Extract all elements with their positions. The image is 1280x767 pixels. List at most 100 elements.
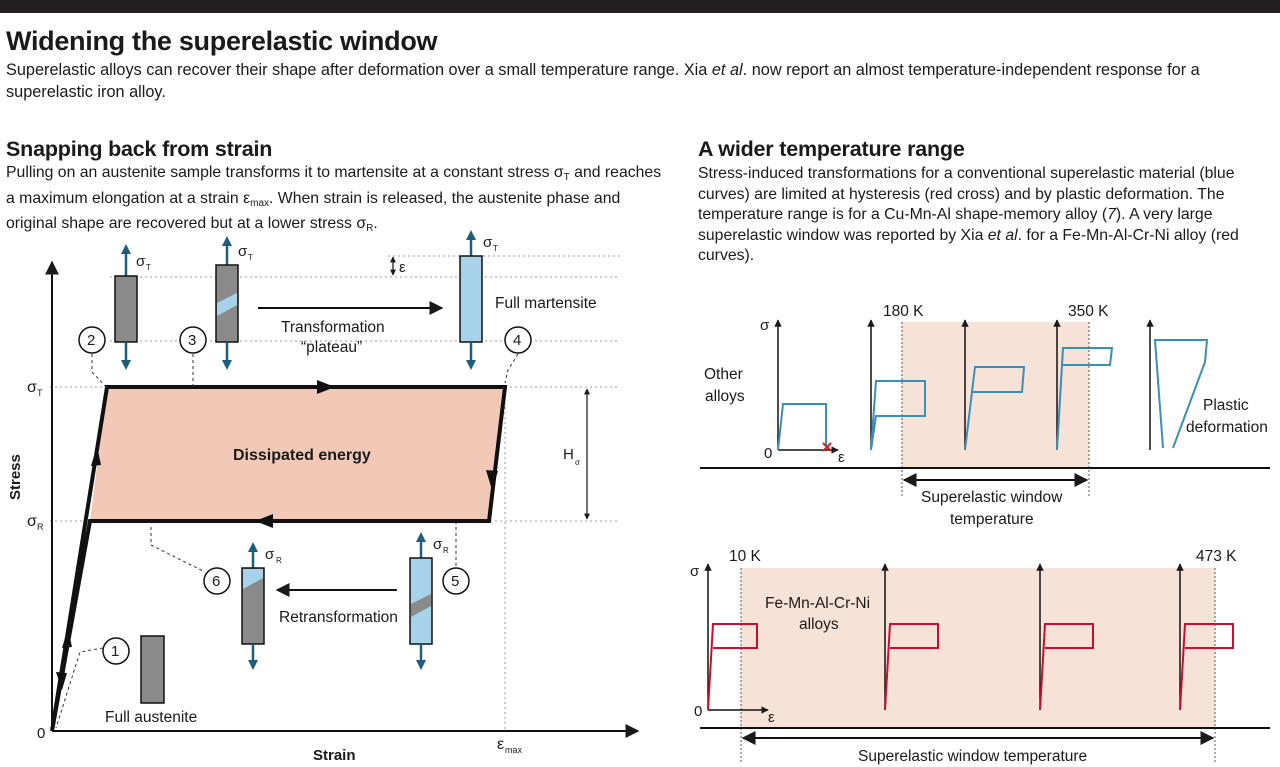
hysteresis-glyph: H xyxy=(563,446,574,463)
specimen-3-mixed: σ T xyxy=(215,236,253,370)
mini-plot-fe-2 xyxy=(881,563,939,711)
step-4-marker: 4 xyxy=(504,326,532,354)
window-label-top-2: temperature xyxy=(950,511,1034,528)
specimen-2-austenite: σ T xyxy=(114,244,151,370)
specimen-5-sigma: σ xyxy=(433,536,443,553)
specimen-3-sigma: σ xyxy=(238,243,248,260)
fe-alloys-panel: 10 K 473 K Fe-Mn-Al-Cr-Ni alloys σ 0 ε S… xyxy=(690,548,1270,765)
epsilon-max-subscript: max xyxy=(505,745,523,755)
path-arrow-right xyxy=(317,380,335,394)
full-martensite-label: Full martensite xyxy=(495,295,597,312)
mini-plot-fe-1: σ 0 ε xyxy=(690,563,775,726)
step-6-marker: 6 xyxy=(203,567,231,595)
temp-473k-label: 473 K xyxy=(1196,548,1237,565)
mini-plot-other-4 xyxy=(1053,319,1114,451)
retransformation-label: Retransformation xyxy=(279,609,398,626)
temp-180k-label: 180 K xyxy=(883,303,924,320)
other-alloys-panel: 180 K 350 K Other alloys σ 0 ε xyxy=(700,303,1270,528)
specimen-2-sigma-sub: T xyxy=(146,263,151,272)
window-label-top-1: Superelastic window xyxy=(921,489,1063,506)
specimen-5-sigma-sub: R xyxy=(443,546,449,555)
top-bar xyxy=(0,0,1280,13)
plastic-label-2: deformation xyxy=(1186,419,1268,436)
path-arrow-up-2 xyxy=(91,446,101,466)
loading-path xyxy=(50,385,508,732)
sigma-t-subscript: T xyxy=(37,388,43,398)
sigma-r-subscript: R xyxy=(37,522,44,532)
plastic-label-1: Plastic xyxy=(1203,397,1249,414)
stress-strain-diagram: Stress Strain 0 σ T σ R ε max Dissipated… xyxy=(7,230,640,764)
fe-alloys-label-2: alloys xyxy=(799,616,839,633)
temp-10k-label: 10 K xyxy=(729,548,762,565)
specimen-4-martensite: σ T xyxy=(459,230,498,370)
superelastic-band-bottom xyxy=(741,568,1215,728)
path-arrow-left xyxy=(255,514,273,528)
x-axis-label: Strain xyxy=(313,747,356,764)
step-1-marker: 1 xyxy=(102,637,130,665)
fe-plot-sigma: σ xyxy=(690,563,700,580)
specimen-5-mixed: σ R xyxy=(409,532,449,670)
step-1-number: 1 xyxy=(111,643,119,660)
page-title: Widening the superelastic window xyxy=(6,26,438,56)
specimen-1-austenite xyxy=(140,635,165,704)
fe-plot-zero: 0 xyxy=(694,703,702,720)
specimen-6-mixed: σ R xyxy=(241,542,282,670)
sigma-r-glyph: σ xyxy=(27,513,37,530)
mini-plot-other-2 xyxy=(867,319,926,451)
specimen-4-sigma-sub: T xyxy=(493,244,498,253)
epsilon-step-label: ε xyxy=(399,259,406,276)
specimen-3-sigma-sub: T xyxy=(248,253,253,262)
sigma-r-axis-label: σ R xyxy=(27,513,44,532)
specimen-2-sigma: σ xyxy=(136,253,146,270)
step-6-number: 6 xyxy=(212,573,220,590)
step-5-number: 5 xyxy=(451,573,459,590)
path-arrow-down xyxy=(486,470,498,490)
epsilon-max-glyph: ε xyxy=(497,736,504,753)
other-alloys-label-1: Other xyxy=(704,366,743,383)
path-arrow-up-1 xyxy=(62,628,72,648)
step-2-marker: 2 xyxy=(78,326,106,354)
mini-plot-fe-3 xyxy=(1036,563,1094,711)
step-3-marker: 3 xyxy=(179,326,207,354)
fe-plot-epsilon: ε xyxy=(768,709,775,726)
plateau-label: “plateau” xyxy=(301,339,362,356)
right-section-title: A wider temperature range xyxy=(698,137,965,161)
step-2-number: 2 xyxy=(87,332,95,349)
mini-plot-other-3 xyxy=(961,319,1026,451)
other-alloys-label-2: alloys xyxy=(705,388,745,405)
origin-label: 0 xyxy=(37,725,45,742)
temp-350k-label: 350 K xyxy=(1068,303,1109,320)
mini-plot-other-1: σ 0 ε xyxy=(760,317,845,466)
dissipated-energy-area xyxy=(90,387,505,521)
mini-plot-other-5 xyxy=(1146,319,1209,450)
mini-plot-zero: 0 xyxy=(764,445,772,462)
step-3-number: 3 xyxy=(188,332,196,349)
sigma-t-glyph: σ xyxy=(27,379,37,396)
mini-plot-sigma: σ xyxy=(760,317,770,334)
step-5-marker: 5 xyxy=(442,567,470,595)
mini-plot-epsilon: ε xyxy=(838,449,845,466)
epsilon-max-label: ε max xyxy=(497,736,523,755)
transformation-label: Transformation xyxy=(281,319,385,336)
intro-text: Superelastic alloys can recover their sh… xyxy=(6,61,1200,101)
hysteresis-subscript: σ xyxy=(575,458,580,467)
full-austenite-label: Full austenite xyxy=(105,709,197,726)
fe-alloys-label-1: Fe-Mn-Al-Cr-Ni xyxy=(765,595,870,612)
left-section-text: Pulling on an austenite sample transform… xyxy=(6,164,662,234)
step-4-number: 4 xyxy=(513,332,521,349)
specimen-6-sigma-sub: R xyxy=(276,556,282,565)
sigma-t-axis-label: σ T xyxy=(27,379,43,398)
leader-lines xyxy=(55,353,519,729)
window-label-bottom: Superelastic window temperature xyxy=(858,748,1087,765)
left-section-title: Snapping back from strain xyxy=(6,137,273,161)
step-circles: 2 3 4 6 5 1 xyxy=(78,326,532,665)
mini-plot-fe-4 xyxy=(1176,563,1234,711)
specimen-4-sigma: σ xyxy=(483,234,493,251)
y-axis-label: Stress xyxy=(7,454,24,500)
dissipated-energy-label: Dissipated energy xyxy=(233,447,371,464)
path-arrow-down-2 xyxy=(56,672,67,690)
right-section-text: Stress-induced transformations for a con… xyxy=(698,165,1239,264)
specimen-6-sigma: σ xyxy=(265,546,275,563)
hysteresis-label: H σ xyxy=(563,446,580,467)
